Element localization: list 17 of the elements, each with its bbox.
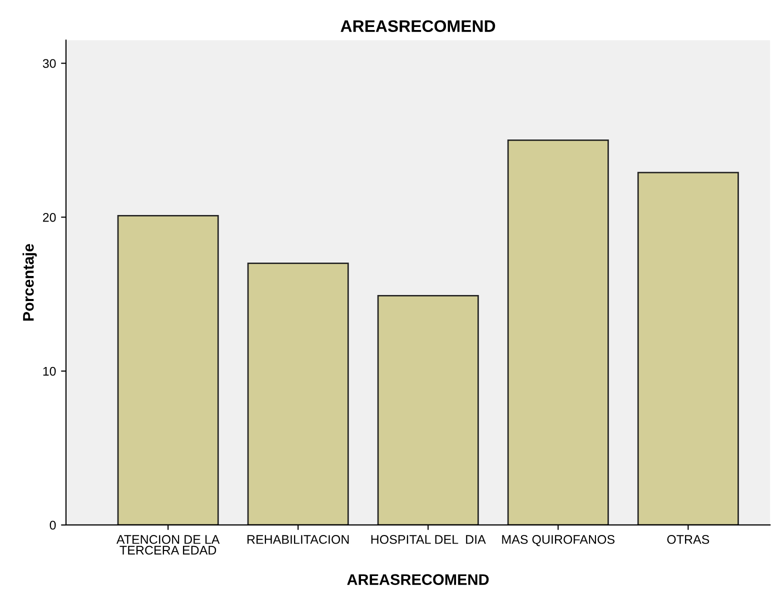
bar <box>377 294 479 525</box>
y-tick-label: 30 <box>42 59 56 68</box>
x-tick-label: OTRAS <box>667 535 710 544</box>
x-axis-title: AREASRECOMEND <box>347 574 489 585</box>
bar <box>247 262 349 525</box>
y-axis-title: Porcentaje <box>22 244 37 321</box>
chart-title: AREASRECOMEND <box>340 20 496 32</box>
y-tick-label: 0 <box>50 520 56 530</box>
x-tick-label: MAS QUIROFANOS <box>502 535 615 546</box>
bar <box>507 140 609 525</box>
x-tick-label: ATENCION DE LA TERCERA EDAD <box>116 535 220 555</box>
bar <box>117 214 219 525</box>
y-tick-label: 20 <box>43 212 56 222</box>
y-tick-label: 10 <box>43 366 56 376</box>
x-tick-label: REHABILITACION <box>247 535 349 544</box>
bar <box>637 172 739 525</box>
x-tick-label: HOSPITAL DEL DIA <box>371 535 486 544</box>
